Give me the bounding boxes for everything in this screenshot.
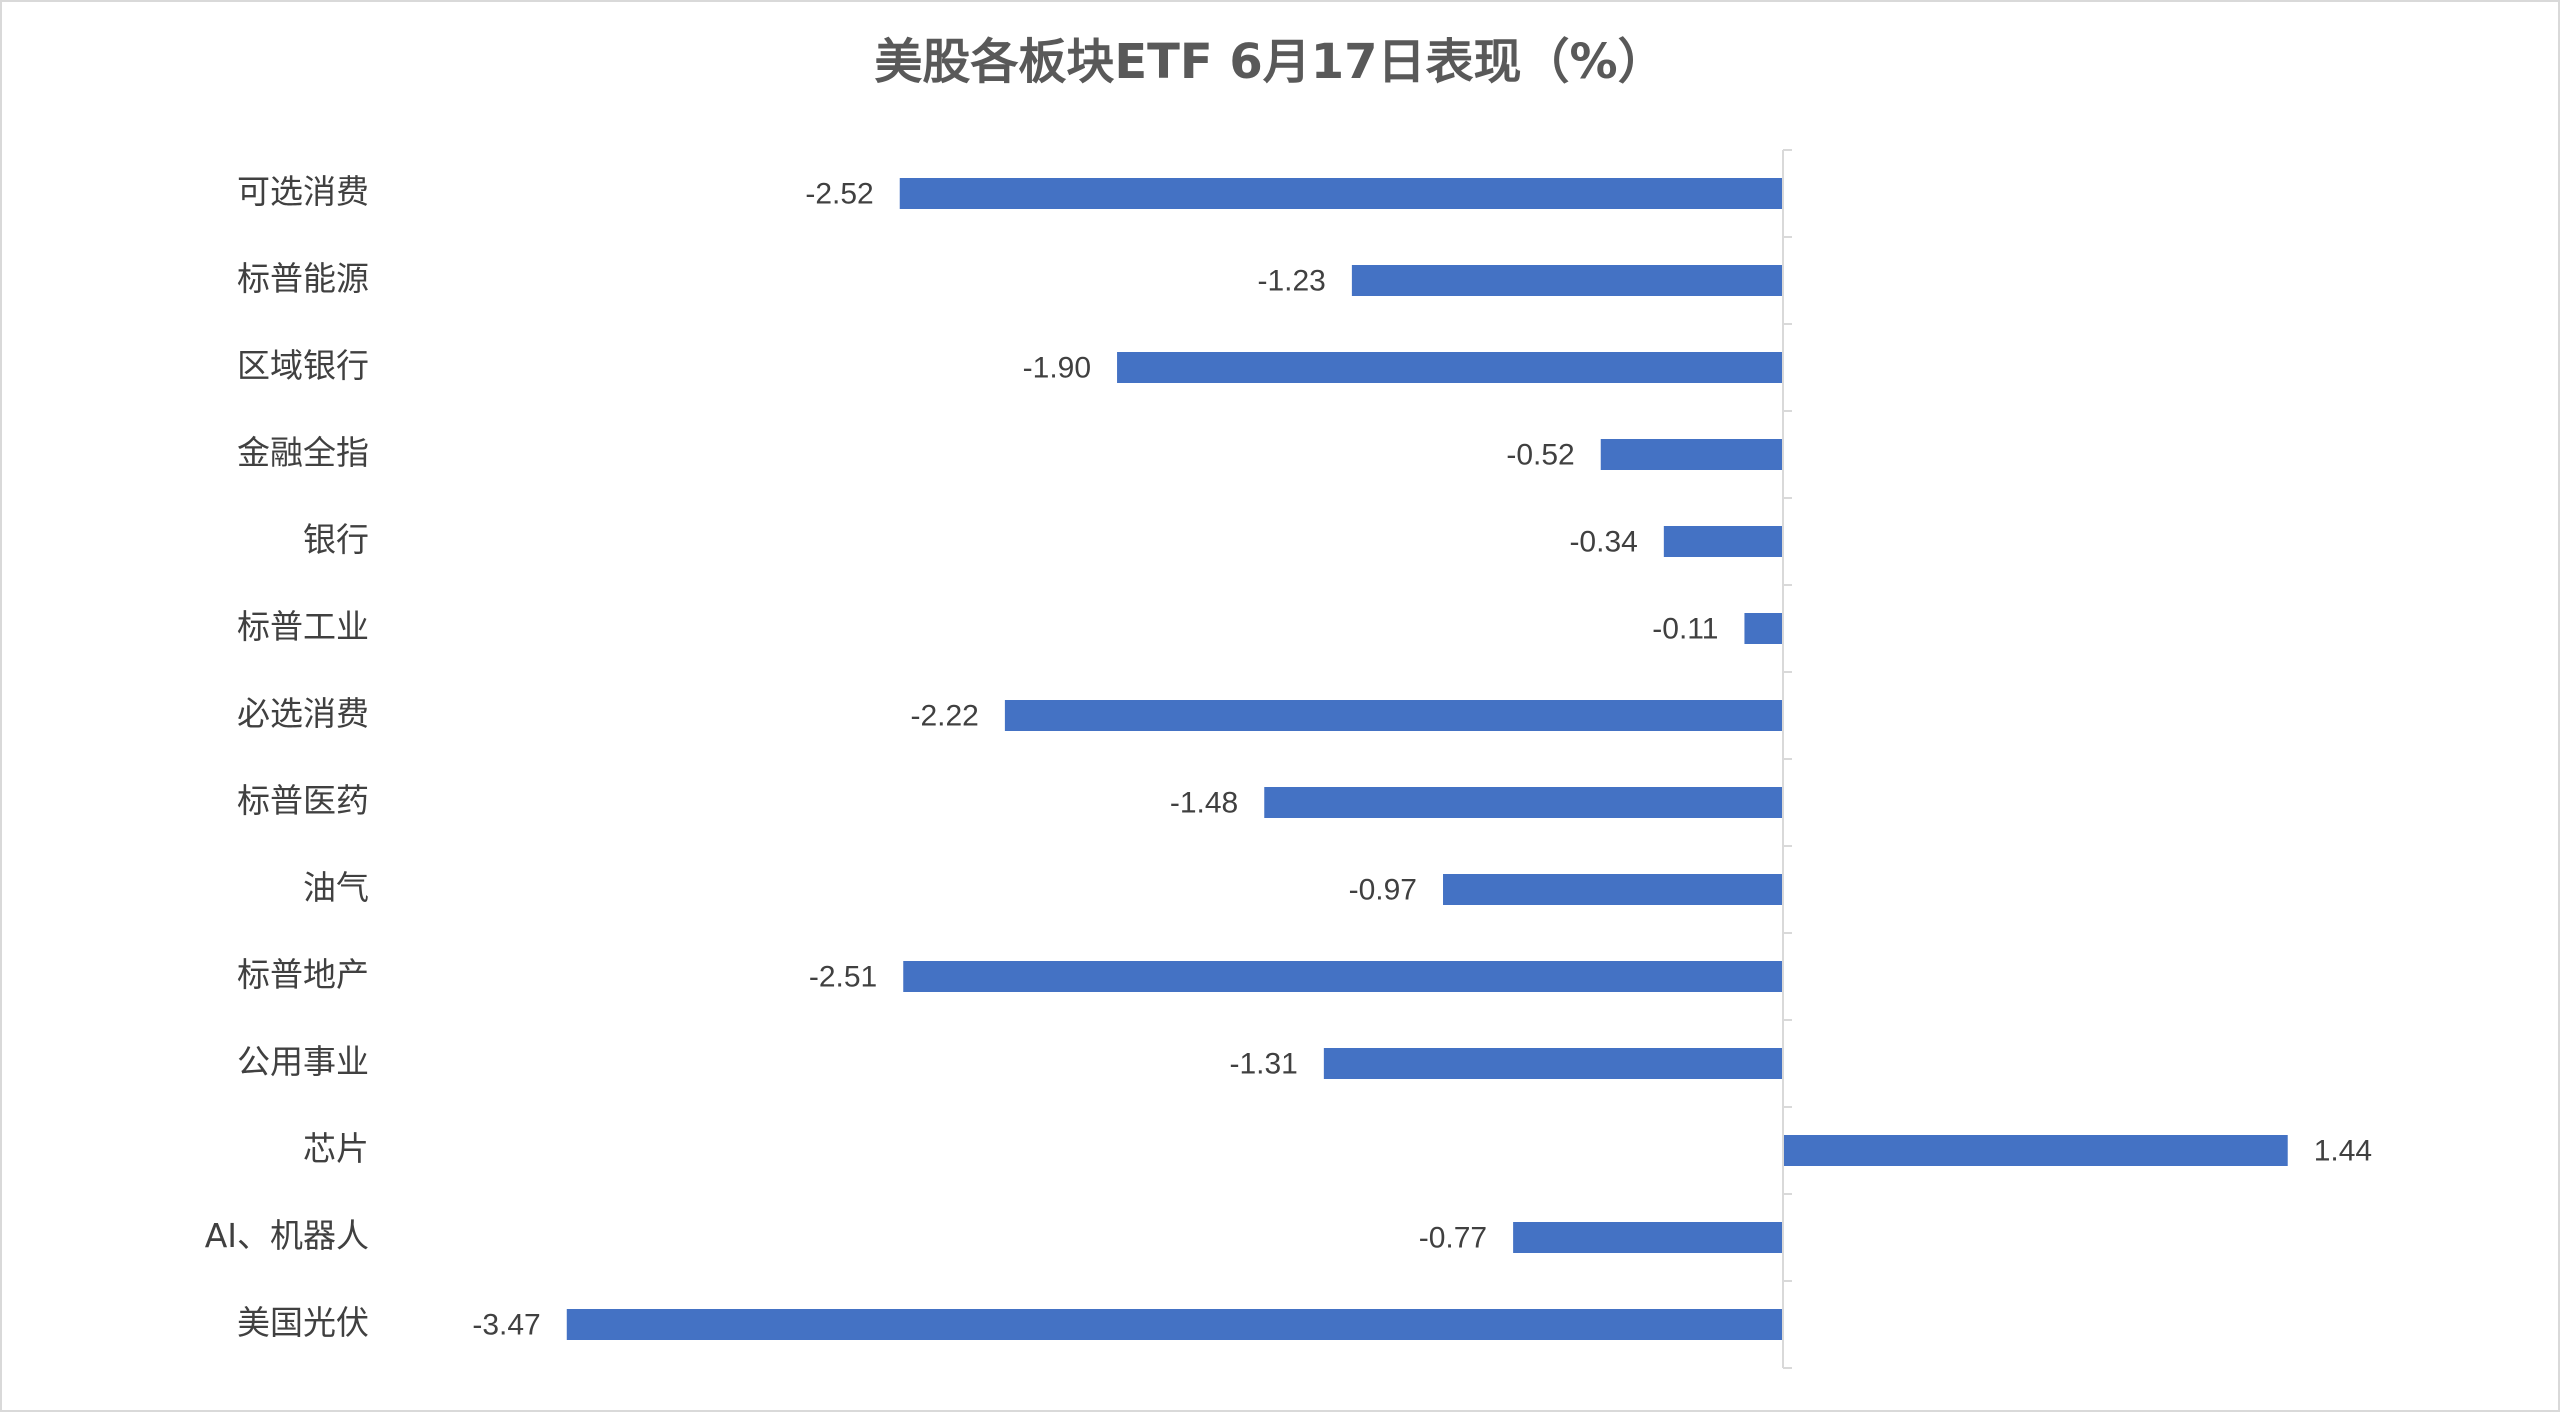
y-tick-label: 必选消费 <box>237 694 369 733</box>
data-label: -0.97 <box>1349 873 1417 906</box>
y-tick-label: 芯片 <box>303 1129 369 1168</box>
data-label: -2.22 <box>910 699 978 732</box>
data-label: -2.51 <box>809 960 877 993</box>
y-tick-label: 银行 <box>303 520 369 559</box>
data-label: -1.48 <box>1170 786 1238 819</box>
bar <box>1004 700 1783 731</box>
bar <box>1443 874 1783 905</box>
data-label: -0.11 <box>1652 612 1718 645</box>
data-label: -2.52 <box>805 177 873 210</box>
data-label: -0.77 <box>1419 1221 1487 1254</box>
y-tick-label: 油气 <box>303 868 369 907</box>
y-tick-label: 标普地产 <box>237 955 369 994</box>
y-tick-label: 标普工业 <box>237 607 369 646</box>
data-label: -0.34 <box>1569 525 1637 558</box>
data-label: 1.44 <box>2314 1134 2372 1167</box>
y-tick-label: 金融全指 <box>237 433 369 472</box>
bar <box>1351 265 1783 296</box>
bar <box>1663 526 1783 557</box>
bar <box>899 178 1783 209</box>
y-tick-label: 标普医药 <box>237 781 369 820</box>
data-label: -0.52 <box>1506 438 1574 471</box>
data-label: -1.31 <box>1229 1047 1297 1080</box>
bar <box>1744 613 1783 644</box>
data-label: -1.90 <box>1023 351 1091 384</box>
bar <box>566 1309 1783 1340</box>
data-label: -3.47 <box>472 1308 540 1341</box>
bar <box>1264 787 1783 818</box>
bar <box>1323 1048 1783 1079</box>
y-tick-label: 公用事业 <box>237 1042 369 1081</box>
bar <box>1513 1222 1783 1253</box>
y-tick-label: 标普能源 <box>237 259 369 298</box>
chart-title: 美股各板块ETF 6月17日表现（%） <box>874 34 1665 90</box>
data-label: -1.23 <box>1257 264 1325 297</box>
bar <box>1600 439 1783 470</box>
y-tick-label: 区域银行 <box>237 346 369 385</box>
bar <box>903 961 1783 992</box>
bar <box>1783 1135 2288 1166</box>
y-tick-label: AI、机器人 <box>205 1216 369 1255</box>
y-tick-label: 美国光伏 <box>237 1303 369 1342</box>
bar <box>1117 352 1783 383</box>
y-tick-label: 可选消费 <box>237 172 369 211</box>
